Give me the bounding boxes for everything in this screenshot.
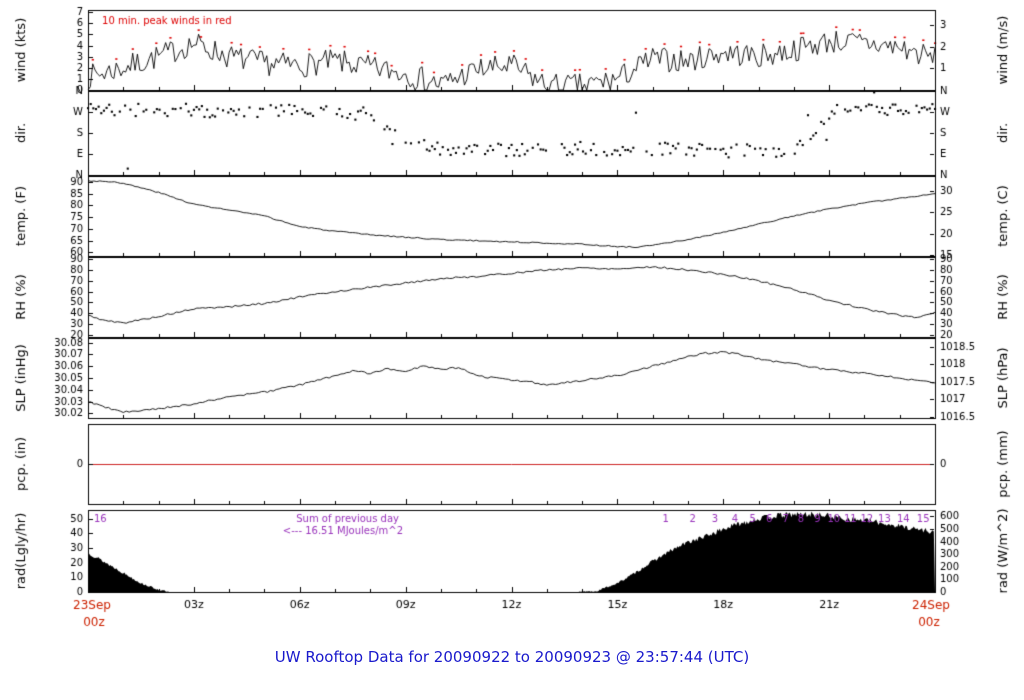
chart-title: UW Rooftop Data for 20090922 to 20090923… (274, 648, 750, 666)
meteogram-canvas (0, 0, 1024, 640)
